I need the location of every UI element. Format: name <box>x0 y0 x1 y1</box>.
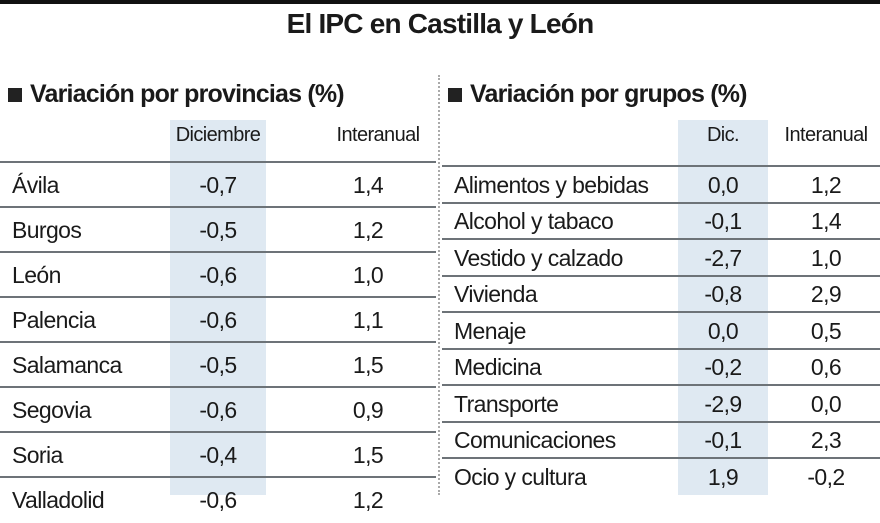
cell-diciembre: -0,1 <box>704 427 742 454</box>
provincia-row: Salamanca -0,5 1,5 <box>0 341 436 388</box>
provincia-row: Burgos -0,5 1,2 <box>0 206 436 253</box>
cell-interanual: 1,1 <box>352 307 384 333</box>
cell-diciembre: -2,7 <box>704 244 742 271</box>
row-label: Valladolid <box>12 487 105 513</box>
grupos-col-interanual: Interanual <box>784 124 869 146</box>
cell-diciembre: -0,4 <box>199 442 237 468</box>
grupo-row: Vivienda -0,8 2,9 <box>442 274 880 314</box>
cell-diciembre: -0,7 <box>199 172 237 198</box>
cell-diciembre: -0,1 <box>704 208 742 235</box>
cell-diciembre: 0,0 <box>707 317 739 344</box>
grupos-dic-column-shade <box>678 120 768 495</box>
cell-diciembre: -0,6 <box>199 262 237 288</box>
row-label: Ávila <box>12 172 59 198</box>
row-label: León <box>12 262 61 288</box>
grupo-row: Comunicaciones -0,1 2,3 <box>442 420 880 460</box>
cell-interanual: -0,2 <box>807 463 845 490</box>
row-label: Alcohol y tabaco <box>454 208 614 235</box>
row-label: Transporte <box>454 390 559 417</box>
cell-interanual: 0,6 <box>810 354 842 381</box>
row-label: Soria <box>12 442 63 468</box>
row-label: Medicina <box>454 354 542 381</box>
cell-interanual: 0,5 <box>810 317 842 344</box>
cell-interanual: 1,2 <box>810 171 842 198</box>
cell-diciembre: -0,6 <box>199 307 237 333</box>
row-label: Segovia <box>12 397 92 423</box>
cell-interanual: 1,5 <box>352 442 384 468</box>
provincia-row: Palencia -0,6 1,1 <box>0 296 436 343</box>
cell-diciembre: 0,0 <box>707 171 739 198</box>
page-title: El IPC en Castilla y León <box>286 8 595 39</box>
provincias-col-interanual: Interanual <box>336 124 421 146</box>
cell-interanual: 1,0 <box>352 262 384 288</box>
cell-interanual: 1,2 <box>352 487 384 513</box>
grupo-row: Vestido y calzado -2,7 1,0 <box>442 238 880 277</box>
row-label: Burgos <box>12 217 82 243</box>
cell-interanual: 1,0 <box>810 244 842 271</box>
provincias-col-diciembre: Diciembre <box>175 124 261 146</box>
cell-diciembre: -0,6 <box>199 397 237 423</box>
cell-interanual: 1,4 <box>810 208 842 235</box>
cell-diciembre: -2,9 <box>704 390 742 417</box>
cell-interanual: 0,0 <box>810 390 842 417</box>
grupo-row: Transporte -2,9 0,0 <box>442 384 880 423</box>
grupo-row: Alcohol y tabaco -0,1 1,4 <box>442 201 880 241</box>
provincias-title: Variación por provincias (%) <box>30 80 345 108</box>
section-divider <box>438 75 440 495</box>
provincia-row: Segovia -0,6 0,9 <box>0 386 436 433</box>
grupos-heading: Variación por grupos (%) <box>448 80 747 109</box>
provincia-row: Ávila -0,7 1,4 <box>0 161 436 208</box>
cell-interanual: 0,9 <box>352 397 384 423</box>
cell-interanual: 2,3 <box>810 427 842 454</box>
row-label: Salamanca <box>12 352 122 378</box>
provincia-row: León -0,6 1,0 <box>0 251 436 298</box>
grupo-row: Ocio y cultura 1,9 -0,2 <box>442 457 880 496</box>
square-bullet-icon <box>8 87 22 102</box>
row-label: Alimentos y bebidas <box>454 171 649 198</box>
cell-interanual: 2,9 <box>810 281 842 308</box>
row-label: Palencia <box>12 307 96 333</box>
cell-diciembre: -0,5 <box>199 217 237 243</box>
cell-diciembre: -0,6 <box>199 487 237 513</box>
grupo-row: Medicina -0,2 0,6 <box>442 347 880 387</box>
row-label: Menaje <box>454 317 526 344</box>
provincias-heading: Variación por provincias (%) <box>8 80 345 109</box>
cell-interanual: 1,4 <box>352 172 384 198</box>
row-label: Vivienda <box>454 281 538 308</box>
cell-diciembre: -0,8 <box>704 281 742 308</box>
cell-diciembre: -0,5 <box>199 352 237 378</box>
grupo-row: Alimentos y bebidas 0,0 1,2 <box>442 165 880 204</box>
grupos-col-dic: Dic. <box>706 124 740 146</box>
row-label: Comunicaciones <box>454 427 616 454</box>
provincia-row: Soria -0,4 1,5 <box>0 431 436 478</box>
provincia-row: Valladolid -0,6 1,2 <box>0 476 436 523</box>
row-label: Vestido y calzado <box>454 244 623 271</box>
cell-diciembre: 1,9 <box>707 463 739 490</box>
cell-diciembre: -0,2 <box>704 354 742 381</box>
square-bullet-icon <box>448 87 462 102</box>
cell-interanual: 1,2 <box>352 217 384 243</box>
grupos-title: Variación por grupos (%) <box>470 80 747 108</box>
grupo-row: Menaje 0,0 0,5 <box>442 311 880 350</box>
cell-interanual: 1,5 <box>352 352 384 378</box>
top-rule <box>0 0 880 4</box>
row-label: Ocio y cultura <box>454 463 587 490</box>
